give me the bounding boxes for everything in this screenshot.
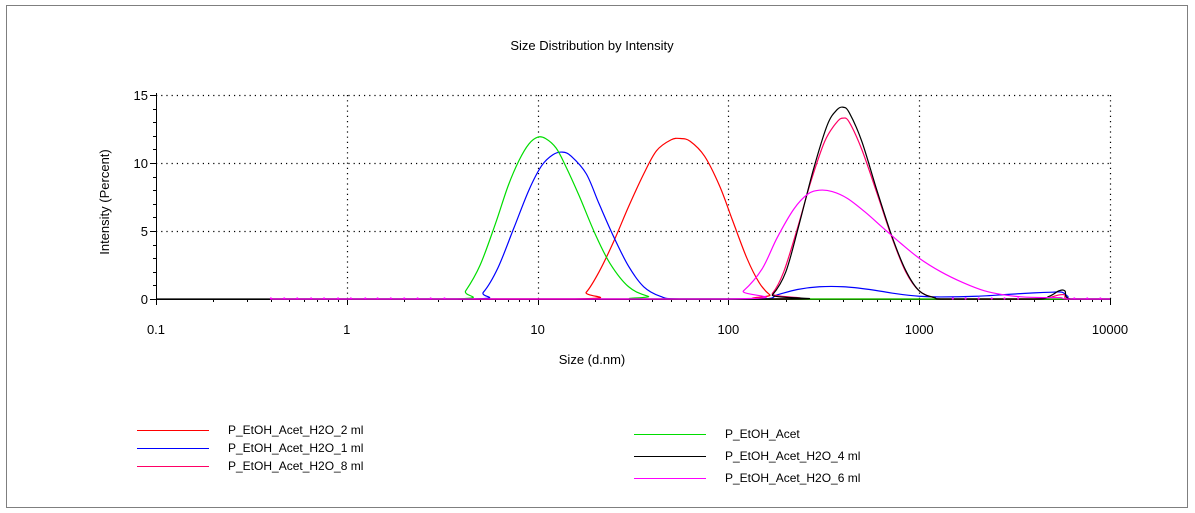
- baseline-marker: [269, 297, 272, 300]
- legend-swatch-line: [634, 478, 706, 479]
- y-tick-label: 0: [141, 292, 148, 307]
- baseline-marker: [416, 297, 419, 300]
- baseline-marker: [443, 297, 446, 300]
- series-line-p-etoh-acet-h2o-1-ml: [270, 151, 1110, 300]
- data-series: [155, 106, 1110, 300]
- baseline-marker: [349, 297, 352, 300]
- y-tick-label: 5: [141, 224, 148, 239]
- baseline-marker: [310, 297, 313, 300]
- legend-label: P_EtOH_Acet_H2O_6 ml: [725, 471, 861, 485]
- legend-swatch-line: [634, 456, 706, 457]
- series-line-p-etoh-acet-h2o-2-ml: [270, 137, 1110, 300]
- x-tick-label: 100: [718, 322, 740, 337]
- y-axis-label: Intensity (Percent): [97, 149, 112, 255]
- legend-label: P_EtOH_Acet_H2O_4 ml: [725, 449, 861, 463]
- baseline-marker: [1099, 297, 1102, 300]
- baseline-marker: [429, 297, 432, 300]
- baseline-marker: [283, 297, 286, 300]
- baseline-marker: [364, 297, 367, 300]
- baseline-marker: [951, 297, 954, 300]
- x-tick-label: 1000: [905, 322, 934, 337]
- baseline-marker: [964, 297, 967, 300]
- x-axis-label: Size (d.nm): [559, 352, 625, 367]
- series-line-p-etoh-acet-h2o-4-ml: [155, 106, 1110, 300]
- series-line-p-etoh-acet: [270, 136, 1110, 300]
- chart-title: Size Distribution by Intensity: [510, 38, 674, 53]
- legend-label: P_EtOH_Acet_H2O_8 ml: [228, 459, 364, 473]
- series-line-p-etoh-acet-h2o-6-ml: [270, 189, 1110, 300]
- axes: [150, 93, 1111, 305]
- chart-frame: Size Distribution by Intensity Size (d.n…: [6, 5, 1188, 508]
- size-distribution-chart: Size Distribution by Intensity Size (d.n…: [97, 38, 1129, 367]
- y-tick-label: 10: [134, 156, 148, 171]
- baseline-marker: [376, 297, 379, 300]
- baseline-marker: [1073, 297, 1076, 300]
- baseline-marker: [322, 297, 326, 300]
- baseline-marker: [296, 297, 299, 300]
- baseline-marker: [389, 297, 392, 300]
- baseline-marker: [1086, 297, 1089, 300]
- x-tick-label: 1: [343, 322, 350, 337]
- legend-swatch-line: [137, 466, 209, 467]
- legend-swatch-line: [137, 430, 209, 431]
- legend-swatch-line: [137, 448, 209, 449]
- x-tick-label: 10000: [1092, 322, 1128, 337]
- x-tick-label: 0.1: [147, 322, 165, 337]
- series-line-p-etoh-acet-h2o-8-ml: [270, 117, 1110, 300]
- baseline-marker: [977, 297, 980, 300]
- baseline-marker: [403, 297, 406, 300]
- legend-swatch-line: [634, 434, 706, 435]
- baseline-marker: [1003, 297, 1006, 300]
- legend-label: P_EtOH_Acet: [725, 427, 800, 441]
- legend-label: P_EtOH_Acet_H2O_2 ml: [228, 423, 364, 437]
- legend-label: P_EtOH_Acet_H2O_1 ml: [228, 441, 364, 455]
- baseline-marker: [990, 297, 993, 300]
- baseline-marker: [336, 297, 340, 300]
- x-tick-label: 10: [530, 322, 544, 337]
- tick-labels: 0 5 10 15 0.1 1 10 100 1000 10000: [134, 88, 1129, 337]
- y-tick-label: 15: [134, 88, 148, 103]
- baseline-marker: [1017, 297, 1020, 300]
